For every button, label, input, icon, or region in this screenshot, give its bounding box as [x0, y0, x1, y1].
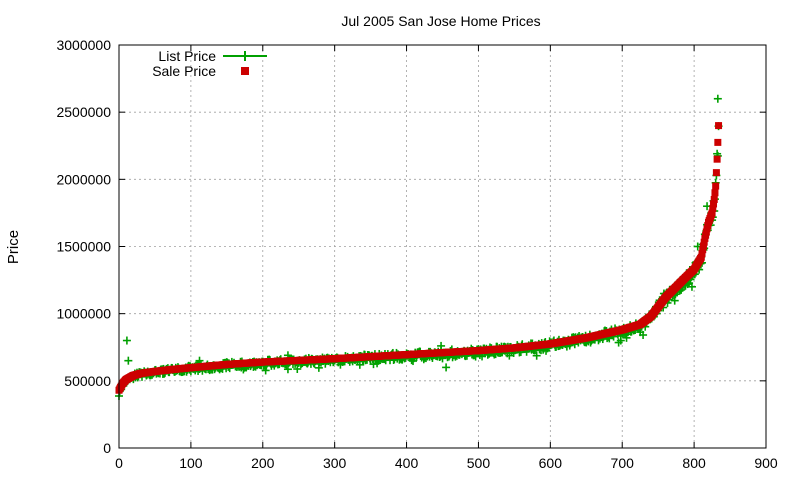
- legend-label-sale-price: Sale Price: [152, 63, 216, 79]
- sale-price-point: [712, 182, 720, 190]
- sale-price-point: [710, 200, 718, 208]
- x-tick-label: 400: [395, 455, 419, 471]
- list-price-point: [124, 356, 133, 365]
- list-price-point: [437, 341, 446, 350]
- x-tick-label: 800: [682, 455, 706, 471]
- list-price-point: [713, 94, 722, 103]
- y-tick-label: 1000000: [56, 306, 111, 322]
- list-price-point: [532, 351, 541, 360]
- sale-price-point: [714, 138, 722, 146]
- sale-price-point: [700, 238, 708, 246]
- sale-price-point: [698, 249, 706, 257]
- series-sale-price: [115, 122, 723, 394]
- y-tick-label: 1500000: [56, 239, 111, 255]
- sale-price-point: [708, 209, 716, 217]
- legend: List Price Sale Price: [152, 48, 267, 79]
- ticks: 0 100 200 300 400 500 600 700 800 900 0 500000 10000…: [56, 37, 777, 471]
- list-price-point: [616, 336, 625, 345]
- list-price-point: [622, 333, 631, 342]
- list-price-point: [639, 330, 648, 339]
- x-tick-label: 500: [467, 455, 491, 471]
- x-tick-label: 200: [251, 455, 275, 471]
- x-tick-label: 100: [179, 455, 203, 471]
- legend-label-list-price: List Price: [158, 48, 216, 64]
- data-points: [115, 94, 723, 401]
- x-tick-label: 0: [115, 455, 123, 471]
- grid: [119, 45, 766, 448]
- x-tick-label: 300: [323, 455, 347, 471]
- x-tick-label: 900: [754, 455, 778, 471]
- y-tick-label: 2000000: [56, 171, 111, 187]
- sale-price-point: [712, 169, 720, 177]
- sale-price-point: [697, 253, 705, 261]
- x-tick-label: 700: [611, 455, 635, 471]
- legend-marker-sale-price: [241, 67, 249, 75]
- list-price-point: [293, 365, 302, 374]
- list-price-point: [442, 363, 451, 372]
- sale-price-point: [713, 155, 721, 163]
- list-price-point: [122, 336, 131, 345]
- sale-price-point: [710, 195, 718, 203]
- chart-title: Jul 2005 San Jose Home Prices: [341, 13, 540, 29]
- y-tick-label: 3000000: [56, 37, 111, 53]
- y-tick-label: 2500000: [56, 104, 111, 120]
- sale-price-point: [699, 242, 707, 250]
- sale-price-point: [715, 122, 723, 130]
- y-tick-label: 0: [103, 440, 111, 456]
- sale-price-point: [699, 246, 707, 254]
- plot-frame: [118, 44, 767, 449]
- sale-price-point: [709, 204, 717, 212]
- list-price-point: [505, 351, 514, 360]
- x-tick-label: 600: [539, 455, 563, 471]
- y-axis-label: Price: [5, 230, 22, 264]
- list-price-point: [687, 282, 696, 291]
- sale-price-point: [711, 189, 719, 197]
- y-tick-label: 500000: [64, 373, 111, 389]
